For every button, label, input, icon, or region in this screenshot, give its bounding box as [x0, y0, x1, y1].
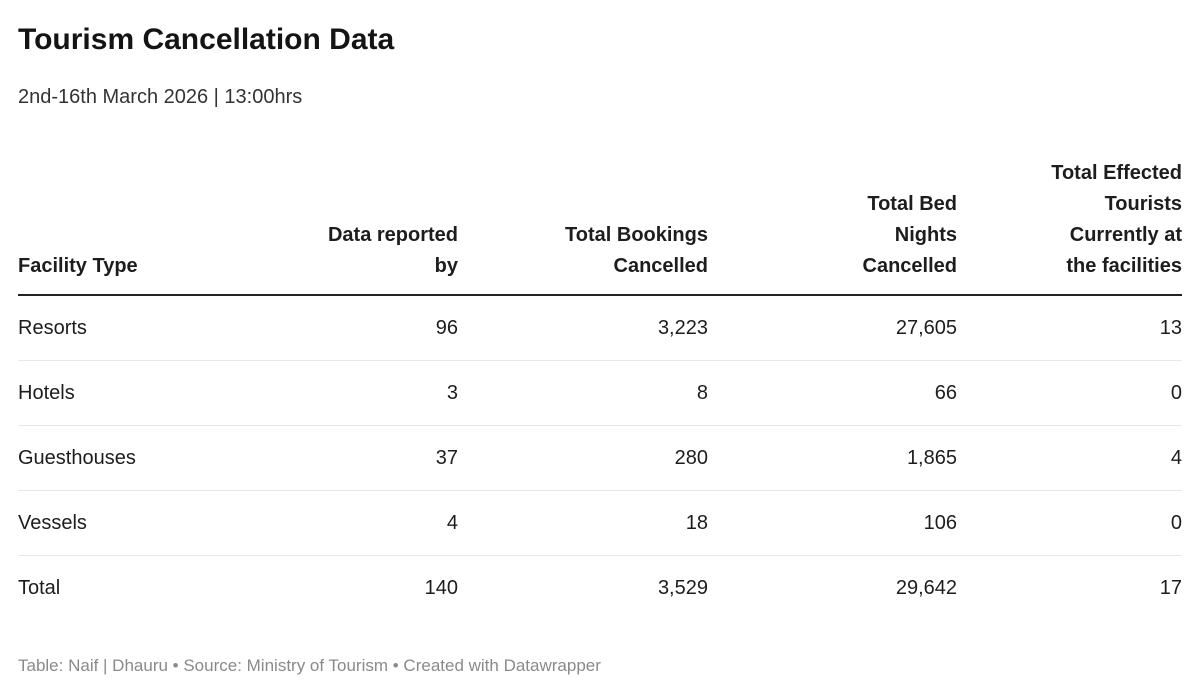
- row-label: Total: [18, 576, 61, 599]
- table-row-resorts: Resorts 96 3,223 27,605 13: [18, 295, 1182, 361]
- row-label: Resorts: [18, 316, 87, 339]
- cell-total-bed-nights-cancelled: 1,865: [906, 446, 957, 469]
- cell-total-effected-tourists: 0: [1170, 511, 1182, 534]
- cell-data-reported-by: 4: [446, 511, 458, 534]
- column-header-data-reported-by: Data reported by: [208, 158, 458, 296]
- row-label: Vessels: [18, 511, 87, 534]
- cell-total-effected-tourists: 13: [1159, 316, 1182, 339]
- row-label: Hotels: [18, 381, 75, 404]
- table-row-total: Total 140 3,529 29,642 17: [18, 556, 1182, 621]
- cell-total-bookings-cancelled: 3,223: [657, 316, 708, 339]
- cell-data-reported-by: 37: [435, 446, 458, 469]
- table-row-guesthouses: Guesthouses 37 280 1,865 4: [18, 426, 1182, 491]
- cell-total-effected-tourists: 4: [1170, 446, 1182, 469]
- cell-total-bookings-cancelled: 280: [674, 446, 708, 469]
- cell-total-bed-nights-cancelled: 66: [934, 381, 957, 404]
- cell-total-effected-tourists: 17: [1159, 576, 1182, 599]
- cell-data-reported-by: 140: [424, 576, 458, 599]
- footer-attribution: Table: Naif | Dhauru • Source: Ministry …: [18, 656, 601, 675]
- data-table: Facility Type Data reported by Total Boo…: [18, 158, 1182, 620]
- table-row-vessels: Vessels 4 18 106 0: [18, 491, 1182, 556]
- column-header-total-bed-nights-cancelled: Total Bed Nights Cancelled: [708, 158, 957, 296]
- cell-total-bed-nights-cancelled: 29,642: [895, 576, 957, 599]
- cell-total-effected-tourists: 0: [1170, 381, 1182, 404]
- cell-total-bed-nights-cancelled: 106: [923, 511, 957, 534]
- column-header-facility-type: Facility Type: [18, 158, 208, 296]
- cell-total-bed-nights-cancelled: 27,605: [895, 316, 957, 339]
- table-header-row: Facility Type Data reported by Total Boo…: [18, 158, 1182, 296]
- column-header-total-effected-tourists: Total Effected Tourists Currently at the…: [957, 158, 1182, 296]
- column-header-total-bookings-cancelled: Total Bookings Cancelled: [458, 158, 708, 296]
- cell-total-bookings-cancelled: 18: [685, 511, 708, 534]
- table-row-hotels: Hotels 3 8 66 0: [18, 361, 1182, 426]
- page-title: Tourism Cancellation Data: [18, 23, 395, 56]
- page-subtitle: 2nd-16th March 2026 | 13:00hrs: [18, 86, 303, 108]
- cell-data-reported-by: 96: [435, 316, 458, 339]
- row-label: Guesthouses: [18, 446, 136, 469]
- cell-total-bookings-cancelled: 8: [696, 381, 708, 404]
- cell-data-reported-by: 3: [446, 381, 458, 404]
- cell-total-bookings-cancelled: 3,529: [657, 576, 708, 599]
